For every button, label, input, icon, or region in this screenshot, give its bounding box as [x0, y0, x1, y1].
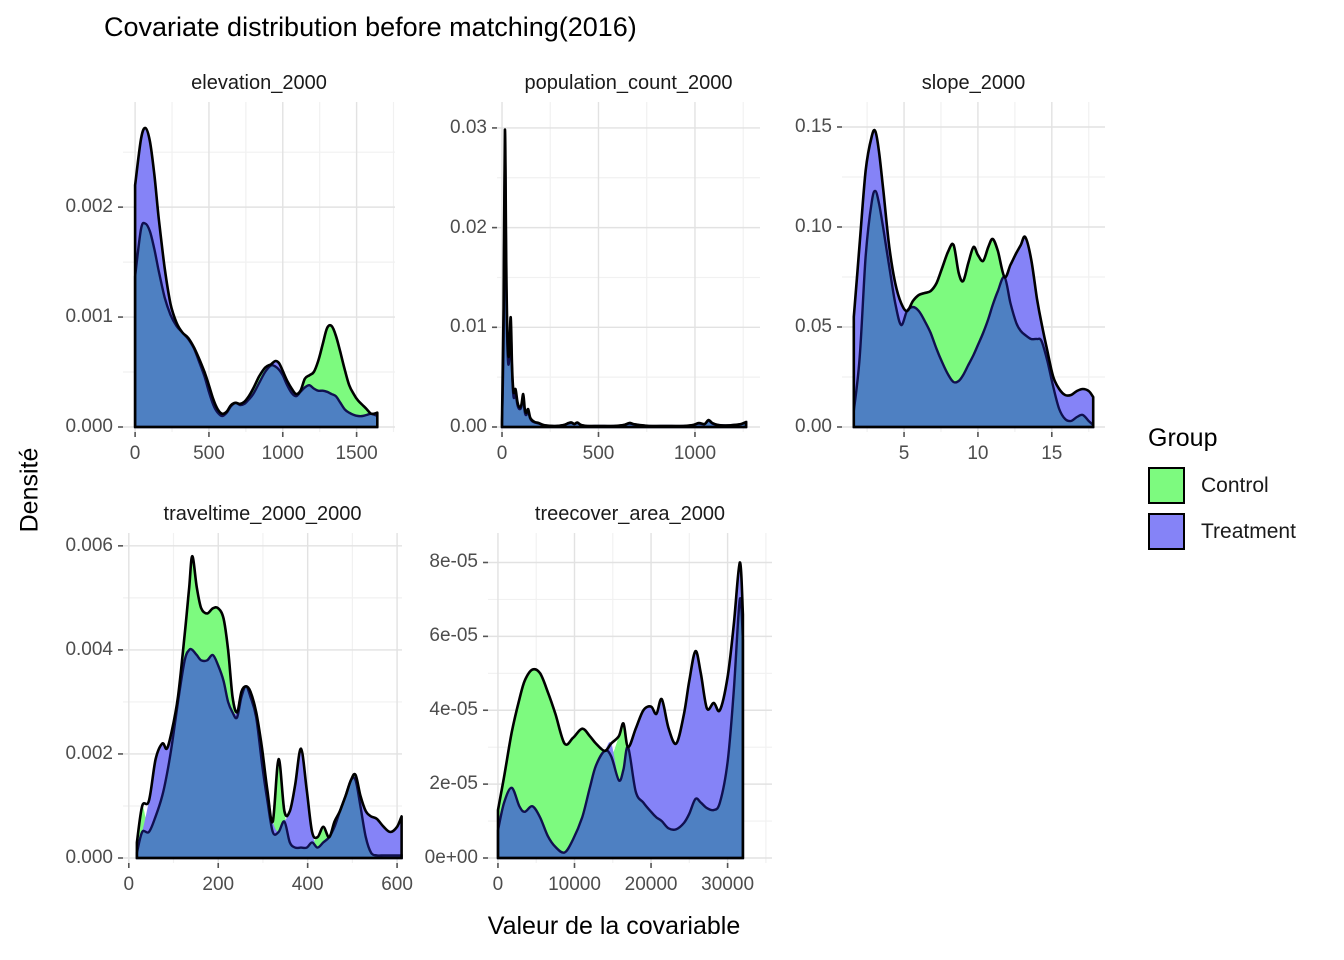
density-upper-outline [500, 128, 748, 429]
panel-slope_2000 [837, 102, 1105, 437]
density-control [502, 129, 747, 428]
x-tick-label: 10000 [548, 874, 601, 895]
legend-entry-treatment: Treatment [1148, 513, 1338, 550]
panel-elevation_2000 [118, 102, 395, 437]
density-treatment [502, 142, 747, 427]
y-tick-label: 0.002 [65, 196, 113, 218]
y-tick-label: 0.002 [65, 742, 113, 764]
x-tick-label: 10 [967, 443, 989, 464]
y-tick-label: 0.00 [450, 416, 487, 437]
y-tick-label: 2e-05 [429, 773, 478, 795]
y-tick-label: 0.006 [65, 534, 113, 556]
panel-title-treecover_area_2000: treecover_area_2000 [534, 503, 726, 525]
x-tick-label: 600 [381, 874, 413, 895]
x-tick-label: 0 [492, 874, 504, 895]
legend-entry-control: Control [1148, 467, 1338, 504]
y-tick-label: 0.01 [450, 316, 487, 338]
y-tick-label: 0.03 [450, 116, 487, 138]
density-upper-outline [135, 554, 403, 860]
x-tick-label: 1000 [673, 443, 717, 464]
y-tick-label: 0.001 [65, 306, 113, 328]
legend-title: Group [1148, 424, 1218, 452]
panel-title-population_count_2000: population_count_2000 [524, 72, 733, 94]
density-upper-outline [852, 128, 1095, 429]
x-tick-label: 20000 [624, 874, 678, 895]
x-tick-label: 500 [193, 443, 225, 464]
x-tick-label: 500 [582, 443, 615, 464]
y-tick-label: 0.000 [65, 416, 113, 437]
treatment-swatch-icon [1148, 513, 1185, 550]
y-tick-label: 4e-05 [429, 699, 478, 721]
x-tick-label: 0 [123, 874, 135, 895]
panel-title-traveltime_2000_2000: traveltime_2000_2000 [163, 503, 362, 525]
y-axis-title: Densité [15, 447, 44, 533]
legend-label-control: Control [1201, 473, 1269, 497]
y-tick-label: 0.10 [795, 216, 832, 237]
x-tick-label: 5 [898, 443, 910, 464]
x-tick-label: 1000 [261, 443, 304, 464]
x-axis-title: Valeur de la covariable [487, 912, 741, 940]
y-tick-label: 0.000 [65, 847, 113, 868]
density-overlap [135, 647, 403, 860]
density-overlap [500, 141, 748, 429]
legend-label-treatment: Treatment [1201, 519, 1296, 543]
x-tick-label: 30000 [701, 874, 755, 895]
panel-traveltime_2000_2000 [118, 533, 403, 868]
density-overlap [852, 189, 1095, 429]
x-tick-label: 0 [129, 443, 141, 464]
x-tick-label: 1500 [335, 443, 378, 464]
chart-title: Covariate distribution before matching(2… [104, 12, 637, 42]
y-tick-label: 6e-05 [429, 625, 478, 647]
density-overlap [496, 597, 745, 860]
y-tick-label: 0.00 [795, 416, 832, 437]
y-tick-label: 0.05 [795, 316, 832, 337]
x-tick-label: 400 [291, 874, 324, 895]
legend: Group Control Treatment [1148, 424, 1338, 559]
panel-title-elevation_2000: elevation_2000 [191, 72, 327, 94]
y-tick-label: 0.004 [65, 638, 113, 660]
x-tick-label: 0 [496, 443, 508, 464]
density-control [498, 598, 743, 858]
density-upper-outline [133, 126, 379, 429]
y-tick-label: 0.02 [450, 216, 487, 238]
x-tick-label: 15 [1041, 443, 1063, 464]
density-upper-outline [496, 561, 745, 860]
panel-title-slope_2000: slope_2000 [921, 72, 1026, 94]
y-tick-label: 0e+00 [424, 847, 478, 868]
y-tick-label: 0.15 [795, 116, 832, 137]
y-tick-label: 8e-05 [429, 551, 478, 573]
panel-treecover_area_2000 [483, 533, 772, 868]
control-swatch-icon [1148, 467, 1185, 504]
density-treatment [498, 562, 743, 858]
x-tick-label: 200 [202, 874, 235, 895]
panel-population_count_2000 [492, 102, 760, 437]
